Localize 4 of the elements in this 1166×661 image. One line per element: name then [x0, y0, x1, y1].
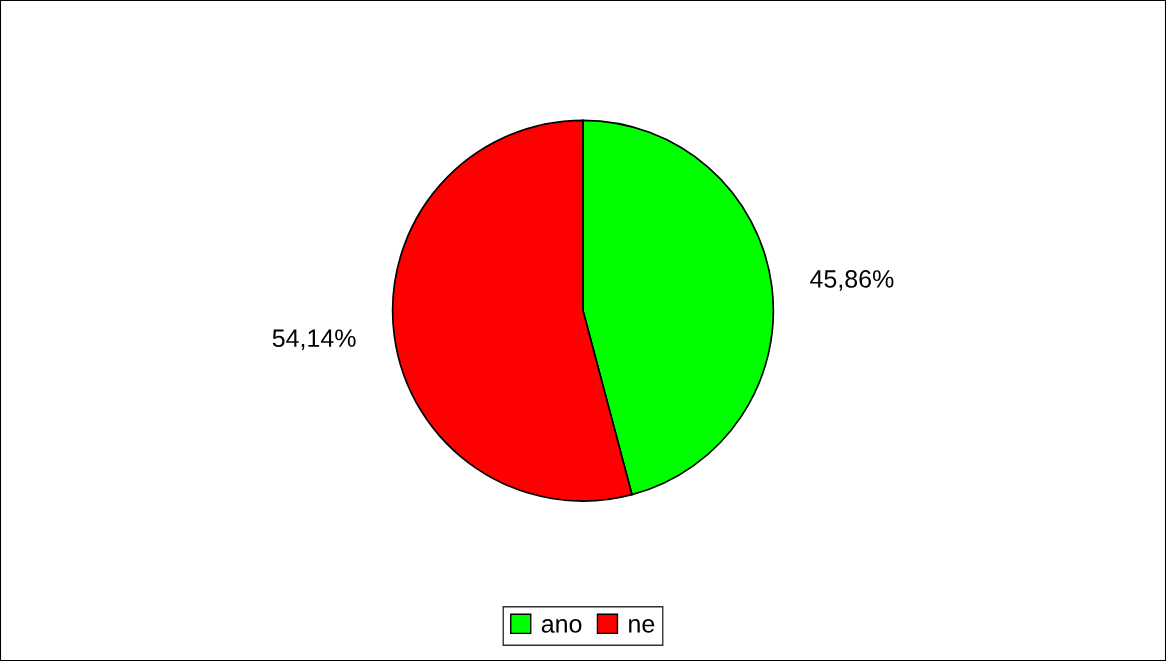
data-label: 45,86% [810, 270, 894, 291]
data-label: 54,14% [272, 329, 356, 350]
legend-label: ne [629, 619, 655, 633]
legend-label: ano [541, 619, 582, 633]
